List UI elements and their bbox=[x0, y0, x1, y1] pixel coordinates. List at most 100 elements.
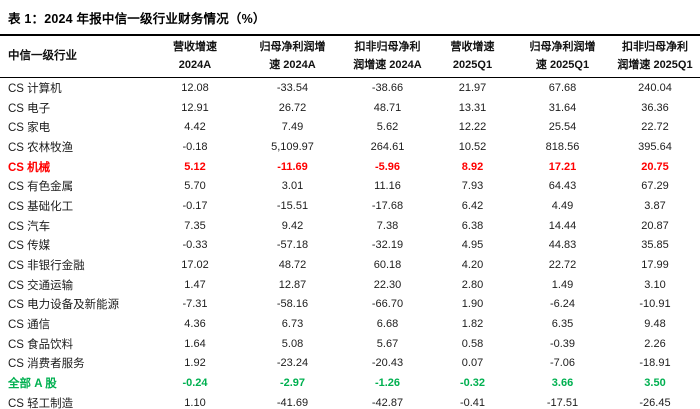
row-value-cell: 25.54 bbox=[548, 121, 577, 134]
row-value-cell: 3.66 bbox=[551, 377, 574, 390]
row-value-cell: -38.66 bbox=[371, 81, 404, 94]
row-value-cell: 21.97 bbox=[458, 81, 487, 94]
row-value-cell: 17.99 bbox=[641, 259, 669, 272]
row-value-cell: 6.38 bbox=[461, 219, 484, 232]
row-value-cell: -2.97 bbox=[279, 377, 306, 390]
row-value-cell: -17.68 bbox=[371, 199, 404, 212]
row-value-cell: 67.68 bbox=[548, 81, 577, 94]
row-value-cell: -10.91 bbox=[639, 298, 671, 311]
row-value-cell: 6.68 bbox=[376, 318, 399, 331]
row-value-cell: -5.96 bbox=[374, 160, 401, 173]
row-value-cell: 7.38 bbox=[376, 219, 399, 232]
table-row: CS 食品饮料 1.64 5.08 5.67 0.58 -0.39 2.26 bbox=[0, 334, 700, 354]
row-industry-label: CS 农林牧渔 bbox=[8, 141, 74, 154]
table-row: CS 家电 4.42 7.49 5.62 12.22 25.54 22.72 bbox=[0, 117, 700, 137]
row-value-cell: -33.54 bbox=[276, 81, 309, 94]
row-industry-label: 全部 A 股 bbox=[8, 378, 57, 391]
row-value-cell: 7.35 bbox=[184, 219, 206, 232]
row-value-cell: -23.24 bbox=[276, 357, 309, 370]
column-header: 归母净利润增 速 2024A bbox=[259, 41, 326, 71]
table-row: CS 消费者服务 1.92 -23.24 -20.43 0.07 -7.06 -18.91 bbox=[0, 354, 700, 374]
table-row: CS 传媒 -0.33 -57.18 -32.19 4.95 44.83 35.85 bbox=[0, 236, 700, 256]
row-value-cell: 2.26 bbox=[644, 337, 666, 350]
row-value-cell: 13.31 bbox=[458, 101, 487, 114]
row-industry-label: CS 家电 bbox=[8, 122, 51, 135]
row-value-cell: -6.24 bbox=[549, 298, 576, 311]
row-value-cell: 5.62 bbox=[376, 121, 399, 134]
row-value-cell: 818.56 bbox=[545, 140, 580, 153]
row-value-cell: 5,109.97 bbox=[271, 140, 314, 153]
row-value-cell: 11.16 bbox=[374, 180, 401, 193]
row-value-cell: -32.19 bbox=[371, 239, 404, 252]
row-value-cell: -18.91 bbox=[639, 357, 671, 370]
table-row: 全部 A 股 -0.24 -2.97 -1.26 -0.32 3.66 3.50 bbox=[0, 373, 700, 393]
row-value-cell: -57.18 bbox=[276, 239, 309, 252]
row-value-cell: 395.64 bbox=[638, 140, 672, 153]
row-value-cell: 48.71 bbox=[373, 101, 402, 114]
row-industry-label: CS 汽车 bbox=[8, 220, 51, 233]
row-value-cell: 6.42 bbox=[461, 199, 484, 212]
row-value-cell: 20.75 bbox=[641, 160, 669, 173]
row-value-cell: 4.49 bbox=[551, 199, 574, 212]
row-industry-label: CS 基础化工 bbox=[8, 200, 74, 213]
row-industry-label: CS 电子 bbox=[8, 102, 51, 115]
row-value-cell: -7.06 bbox=[549, 357, 576, 370]
row-value-cell: 12.91 bbox=[181, 101, 209, 114]
table-row: CS 有色金属 5.70 3.01 11.16 7.93 64.43 67.29 bbox=[0, 176, 700, 196]
row-value-cell: 1.92 bbox=[184, 357, 206, 370]
row-value-cell: 1.90 bbox=[461, 298, 484, 311]
row-value-cell: 3.10 bbox=[644, 278, 666, 291]
row-value-cell: 31.64 bbox=[548, 101, 577, 114]
row-value-cell: 6.35 bbox=[551, 318, 574, 331]
row-industry-label: CS 非银行金融 bbox=[8, 260, 85, 273]
row-value-cell: 6.73 bbox=[281, 318, 304, 331]
row-value-cell: 12.08 bbox=[181, 81, 209, 94]
column-header: 营收增速 2025Q1 bbox=[450, 41, 495, 71]
row-value-cell: 35.85 bbox=[641, 239, 669, 252]
row-value-cell: 20.87 bbox=[641, 219, 669, 232]
row-value-cell: 10.52 bbox=[458, 140, 487, 153]
row-value-cell: 67.29 bbox=[641, 180, 669, 193]
table-row: CS 电力设备及新能源 -7.31 -58.16 -66.70 1.90 -6.24 -10… bbox=[0, 295, 700, 315]
row-value-cell: 5.08 bbox=[281, 337, 304, 350]
row-value-cell: -58.16 bbox=[276, 298, 309, 311]
row-value-cell: 17.02 bbox=[181, 259, 209, 272]
row-industry-label: CS 交通运输 bbox=[8, 279, 74, 292]
row-industry-label: CS 消费者服务 bbox=[8, 358, 85, 371]
row-value-cell: 22.72 bbox=[641, 121, 669, 134]
row-value-cell: 44.83 bbox=[548, 239, 577, 252]
row-value-cell: -26.45 bbox=[639, 396, 671, 409]
row-value-cell: 0.58 bbox=[461, 337, 484, 350]
row-value-cell: 3.87 bbox=[644, 199, 666, 212]
row-value-cell: 22.30 bbox=[373, 278, 402, 291]
row-value-cell: -0.24 bbox=[182, 377, 208, 390]
row-industry-label: CS 有色金属 bbox=[8, 181, 74, 194]
row-value-cell: 12.87 bbox=[278, 278, 307, 291]
row-value-cell: -15.51 bbox=[276, 199, 309, 212]
table-row: CS 轻工制造 1.10 -41.69 -42.87 -0.41 -17.51 -26.45 bbox=[0, 393, 700, 409]
row-value-cell: -11.69 bbox=[277, 160, 308, 173]
row-value-cell: 5.67 bbox=[376, 337, 399, 350]
row-value-cell: 4.36 bbox=[184, 318, 206, 331]
row-value-cell: 0.07 bbox=[461, 357, 484, 370]
row-industry-label: CS 轻工制造 bbox=[8, 397, 74, 409]
row-value-cell: -66.70 bbox=[371, 298, 404, 311]
row-value-cell: 12.22 bbox=[458, 121, 487, 134]
row-value-cell: 4.95 bbox=[461, 239, 484, 252]
row-value-cell: -41.69 bbox=[276, 396, 309, 409]
row-value-cell: -0.32 bbox=[459, 377, 486, 390]
row-value-cell: 1.64 bbox=[184, 337, 206, 350]
row-industry-label: CS 计算机 bbox=[8, 82, 62, 95]
row-value-cell: 3.50 bbox=[644, 377, 666, 390]
row-value-cell: 22.72 bbox=[548, 259, 577, 272]
table-body: CS 计算机 12.08 -33.54 -38.66 21.97 67.68 240.04 C… bbox=[0, 78, 700, 409]
row-value-cell: -0.17 bbox=[182, 199, 208, 212]
row-value-cell: -7.31 bbox=[182, 298, 208, 311]
row-value-cell: -0.33 bbox=[182, 239, 208, 252]
row-value-cell: -0.18 bbox=[182, 140, 208, 153]
row-value-cell: 17.21 bbox=[548, 160, 577, 173]
table-row: CS 汽车 7.35 9.42 7.38 6.38 14.44 20.87 bbox=[0, 216, 700, 236]
row-value-cell: 5.12 bbox=[184, 160, 206, 173]
row-value-cell: 1.47 bbox=[184, 278, 206, 291]
row-value-cell: -17.51 bbox=[546, 396, 579, 409]
